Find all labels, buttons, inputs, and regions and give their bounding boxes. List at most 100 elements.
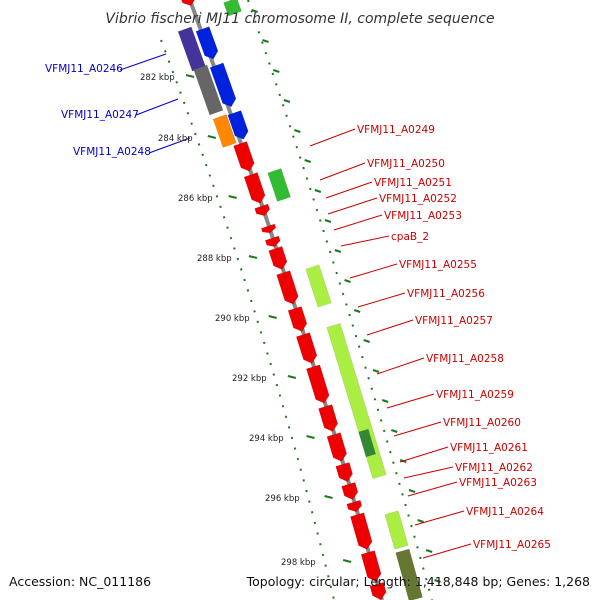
tick-mark [283, 99, 291, 103]
tick-mark [272, 69, 280, 73]
tick-mark [228, 195, 237, 199]
left-gene-labels: VFMJ11_A0246 VFMJ11_A0247 VFMJ11_A0248 [45, 63, 151, 158]
gene-feature[interactable] [306, 364, 331, 405]
gene-feature[interactable] [223, 0, 242, 17]
gene-label-right[interactable]: VFMJ11_A0259 [436, 389, 514, 401]
leader-line [327, 197, 378, 215]
gene-feature[interactable] [358, 428, 376, 458]
gene-feature[interactable] [268, 246, 289, 271]
gene-label-left[interactable]: VFMJ11_A0246 [45, 63, 123, 75]
gene-feature[interactable] [212, 114, 237, 148]
tick-mark [381, 399, 389, 403]
gene-feature[interactable] [276, 270, 300, 307]
tick-mark [417, 519, 424, 523]
gene-feature[interactable] [341, 482, 360, 501]
leader-line [135, 98, 179, 116]
gene-feature[interactable] [305, 264, 332, 308]
tick-labels: 282 kbp 284 kbp 286 kbp 288 kbp 290 kbp … [140, 73, 316, 568]
gene-label-right[interactable]: VFMJ11_A0250 [367, 158, 445, 170]
tick-mark [408, 489, 416, 493]
leader-line [403, 466, 454, 479]
tick-mark [207, 135, 217, 139]
gene-label-right[interactable]: VFMJ11_A0264 [466, 506, 544, 518]
gene-label-left[interactable]: VFMJ11_A0248 [73, 146, 151, 158]
gene-label-right[interactable]: VFMJ11_A0252 [379, 193, 457, 205]
gene-feature[interactable] [395, 548, 423, 600]
gene-feature[interactable] [287, 306, 309, 333]
gene-feature[interactable] [346, 499, 363, 513]
gene-label-right[interactable]: VFMJ11_A0253 [384, 210, 462, 222]
gene-label-right[interactable]: VFMJ11_A0251 [374, 177, 452, 189]
leader-line [393, 421, 442, 437]
gene-feature[interactable] [318, 404, 340, 434]
accession-text: Accession: NC_011186 [9, 574, 151, 589]
gene-feature[interactable] [243, 172, 267, 206]
gene-label-right[interactable]: VFMJ11_A0257 [415, 315, 493, 327]
tick-mark [390, 429, 398, 433]
gene-feature[interactable] [209, 62, 238, 109]
gene-feature[interactable] [326, 432, 348, 464]
tick-label: 284 kbp [158, 134, 193, 144]
gene-label-right[interactable]: cpaB_2 [391, 231, 429, 243]
gene-label-right[interactable]: VFMJ11_A0262 [455, 462, 533, 474]
leader-line [333, 214, 383, 231]
gene-feature[interactable] [227, 110, 250, 141]
gene-feature[interactable] [296, 332, 318, 366]
gene-label-right[interactable]: VFMJ11_A0263 [459, 477, 537, 489]
leader-line [357, 292, 406, 308]
leader-line [325, 181, 373, 199]
gene-label-right[interactable]: VFMJ11_A0260 [443, 417, 521, 429]
gene-feature[interactable] [193, 64, 224, 116]
tick-label: 294 kbp [249, 434, 284, 444]
leader-line [148, 137, 191, 154]
gene-label-right[interactable]: VFMJ11_A0265 [473, 539, 551, 551]
tick-mark [306, 435, 315, 439]
leader-line [386, 393, 435, 409]
leader-line [309, 128, 356, 147]
tick-mark [262, 39, 269, 43]
gene-feature[interactable] [384, 510, 409, 550]
tick-label: 296 kbp [265, 494, 300, 504]
tick-mark [314, 189, 322, 193]
tick-mark [342, 559, 352, 563]
right-gene-labels: VFMJ11_A0249 VFMJ11_A0250 VFMJ11_A0251 V… [357, 124, 551, 551]
gene-feature[interactable] [335, 462, 354, 483]
gene-label-left[interactable]: VFMJ11_A0247 [61, 109, 139, 121]
right-dotted-guide [247, 0, 433, 600]
gene-feature[interactable] [267, 168, 291, 202]
gene-label-right[interactable]: VFMJ11_A0255 [399, 259, 477, 271]
tick-label: 292 kbp [232, 374, 267, 384]
gene-feature[interactable] [360, 550, 383, 584]
gene-label-right[interactable]: VFMJ11_A0249 [357, 124, 435, 136]
gene-feature[interactable] [233, 141, 257, 174]
gene-label-right[interactable]: VFMJ11_A0256 [407, 288, 485, 300]
leader-line [319, 162, 366, 181]
gene-feature[interactable] [369, 582, 388, 600]
tick-mark [334, 249, 342, 253]
tick-label: 298 kbp [281, 558, 316, 568]
map-title: Vibrio fischeri MJ11 chromosome II, comp… [105, 11, 494, 27]
gene-feature[interactable] [260, 223, 277, 235]
tick-mark [268, 315, 277, 319]
tick-label: 286 kbp [178, 194, 213, 204]
tick-mark [372, 369, 380, 373]
gene-feature[interactable] [254, 203, 271, 218]
gene-label-right[interactable]: VFMJ11_A0261 [450, 442, 528, 454]
gene-label-right[interactable]: VFMJ11_A0258 [426, 353, 504, 365]
leader-line [366, 319, 414, 336]
tick-marks [185, 9, 441, 583]
tick-mark [434, 579, 441, 583]
leader-line [399, 446, 449, 463]
gene-feature[interactable] [264, 235, 281, 249]
tick-mark [425, 549, 433, 553]
tick-mark [251, 9, 258, 13]
tick-mark [185, 74, 195, 78]
tick-label: 288 kbp [197, 254, 232, 264]
gene-feature[interactable] [195, 26, 220, 62]
summary-text: Topology: circular; Length: 1,418,848 bp… [246, 574, 590, 589]
gene-feature[interactable] [350, 512, 373, 551]
tick-mark [363, 339, 370, 343]
gene-feature[interactable] [180, 0, 197, 8]
